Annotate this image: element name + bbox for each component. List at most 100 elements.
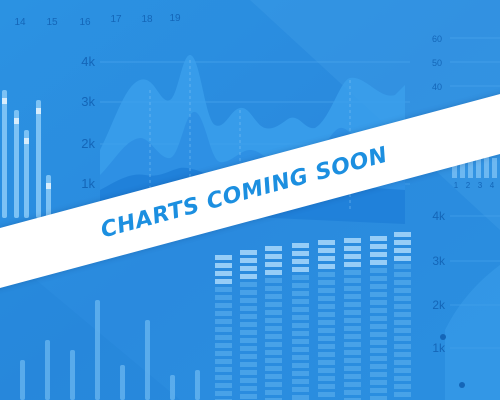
area-y-tick: 2k [81,136,95,151]
top-axis-ticks: 14 15 16 17 18 19 [14,13,181,28]
top-axis-tick: 14 [14,17,26,28]
bottom-bar [170,375,175,400]
segment-cell [344,286,361,291]
segment-cell [265,262,282,267]
top-axis-tick: 15 [46,17,58,28]
segment-cell [240,354,257,359]
segment-cell [370,308,387,313]
segment-cell [394,280,411,285]
segment-cell [394,376,411,381]
segment-cell [215,279,232,284]
segment-cell [344,238,361,243]
segment-cell [240,378,257,383]
segment-cell [265,358,282,363]
segment-cell [292,363,309,368]
segment-cell [292,387,309,392]
bottom-left-bar-chart [20,300,200,400]
segment-cell [292,251,309,256]
segment-cell [394,344,411,349]
top-axis-tick: 16 [79,17,91,28]
segment-cell [344,310,361,315]
segment-cell [394,264,411,269]
segment-cell [292,379,309,384]
segment-cell [394,328,411,333]
segment-cell [318,240,335,245]
segment-cell [292,355,309,360]
small-bar [476,153,481,178]
segment-cell [292,307,309,312]
segment-cell [370,284,387,289]
segment-cell [344,270,361,275]
segment-cell [215,271,232,276]
segment-cell [370,236,387,241]
segment-cell [370,348,387,353]
segment-cell [292,267,309,272]
segment-cell [318,320,335,325]
left-bar-marker [14,118,19,124]
segment-cell [344,334,361,339]
segment-cell [394,320,411,325]
segment-cell [394,360,411,365]
segment-cell [370,332,387,337]
segment-cell [292,323,309,328]
segment-cell [318,392,335,397]
segment-cell [265,270,282,275]
segment-cell [215,367,232,372]
segment-cell [344,278,361,283]
segment-cell [394,352,411,357]
segment-cell [394,256,411,261]
segment-cell [394,232,411,237]
segment-cell [394,392,411,397]
segment-cell [215,287,232,292]
segment-cell [394,288,411,293]
segment-cell [215,319,232,324]
segmented-bar-chart [215,232,411,400]
segment-cell [370,292,387,297]
segment-cell [240,394,257,399]
segment-cell [265,350,282,355]
segment-cell [292,259,309,264]
segment-cell [344,246,361,251]
segment-cell [318,288,335,293]
segment-cell [370,364,387,369]
segment-cell [240,298,257,303]
lower-right-tick: 4k [432,209,446,223]
bottom-bar [95,300,100,400]
segment-cell [344,262,361,267]
segment-cell [370,324,387,329]
segment-cell [370,340,387,345]
small-bar [484,140,489,178]
segment-cell [240,290,257,295]
lower-right-tick: 1k [432,341,446,355]
segment-cell [292,283,309,288]
segment-cell [370,252,387,257]
segment-cell [215,263,232,268]
segment-cell [292,291,309,296]
segment-cell [292,315,309,320]
segment-cell [292,347,309,352]
segment-cell [215,327,232,332]
segment-cell [265,318,282,323]
lower-right-chart: 4k 3k 2k 1k [432,209,500,400]
segment-cell [265,246,282,251]
left-bar-marker [2,98,7,104]
segment-cell [394,304,411,309]
segment-cell [265,326,282,331]
segment-cell [265,294,282,299]
segment-cell [318,360,335,365]
left-bar-marker [46,183,51,189]
segment-cell [240,266,257,271]
segment-cell [344,326,361,331]
segment-cell [265,398,282,400]
segment-cell [318,256,335,261]
segment-cell [292,275,309,280]
segment-cell [370,268,387,273]
segment-cell [394,368,411,373]
top-axis-tick: 18 [141,14,153,25]
segment-cell [265,390,282,395]
segment-cell [394,296,411,301]
segment-cell [370,396,387,400]
segment-cell [215,303,232,308]
segment-cell [292,395,309,400]
segment-cell [370,380,387,385]
